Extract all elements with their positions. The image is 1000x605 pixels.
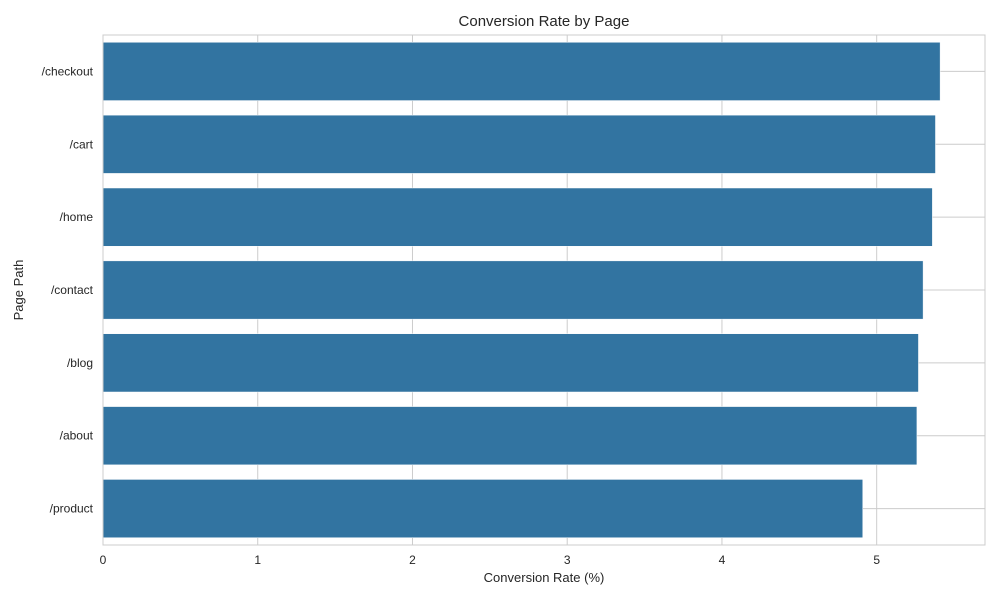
plot-frame — [102, 34, 986, 546]
y-tick-label: /contact — [51, 283, 94, 297]
bar-checkout — [102, 42, 941, 101]
y-tick-label: /home — [60, 210, 94, 224]
x-tick-label: 1 — [254, 553, 261, 567]
x-tick-label: 5 — [873, 553, 880, 567]
y-axis-label: Page Path — [11, 260, 26, 321]
bar-about — [102, 406, 918, 466]
x-tick-label: 3 — [564, 553, 571, 567]
x-tick-labels: 0 1 2 3 4 5 — [100, 553, 881, 567]
bar-product — [102, 479, 864, 538]
y-tick-label: /checkout — [42, 64, 94, 78]
x-tick-label: 0 — [100, 553, 107, 567]
y-tick-label: /blog — [67, 356, 93, 370]
y-tick-labels: /checkout/cart/home/contact/blog/about/p… — [42, 64, 94, 515]
x-tick-label: 4 — [719, 553, 726, 567]
bar-cart — [102, 114, 936, 174]
chart-title: Conversion Rate by Page — [459, 13, 630, 30]
y-tick-label: /product — [50, 502, 94, 516]
bar-contact — [102, 260, 924, 320]
y-tick-label: /about — [60, 429, 94, 443]
x-tick-label: 2 — [409, 553, 416, 567]
x-axis-label: Conversion Rate (%) — [484, 570, 605, 585]
bars — [102, 42, 941, 538]
bar-blog — [102, 333, 919, 393]
bar-home — [102, 187, 933, 247]
y-tick-label: /cart — [70, 137, 94, 151]
